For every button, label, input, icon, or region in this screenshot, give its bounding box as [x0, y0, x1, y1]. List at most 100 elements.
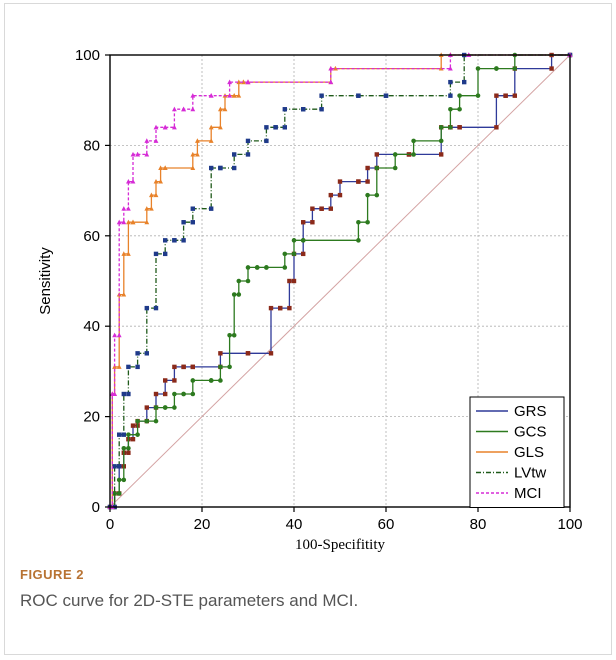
data-point — [116, 219, 122, 225]
data-point — [374, 152, 379, 157]
data-point — [319, 107, 324, 112]
data-point — [126, 432, 131, 437]
data-point — [144, 206, 150, 211]
data-point — [209, 165, 214, 171]
data-point — [130, 437, 136, 442]
data-point — [227, 364, 232, 370]
data-point — [328, 79, 334, 85]
data-point — [231, 332, 237, 338]
data-point — [130, 219, 136, 225]
data-point — [121, 391, 126, 397]
ticks: 0 20 40 60 80 100 0 20 40 60 80 100 — [75, 47, 583, 533]
data-point — [268, 305, 274, 311]
data-point — [162, 405, 168, 410]
data-point — [112, 464, 117, 469]
data-point — [232, 152, 237, 157]
series-mci — [107, 52, 573, 509]
data-point — [494, 66, 499, 71]
data-point — [264, 125, 269, 130]
data-point — [126, 450, 131, 455]
data-point — [190, 151, 196, 157]
data-point — [121, 291, 127, 297]
figure-label: FIGURE 2 — [20, 567, 84, 582]
data-point — [130, 423, 136, 428]
data-point — [291, 251, 297, 257]
data-point — [438, 138, 444, 144]
data-point — [116, 491, 122, 496]
data-point — [195, 138, 200, 143]
data-point — [121, 445, 127, 451]
y-tick-label: 60 — [83, 228, 100, 245]
data-point — [163, 378, 168, 383]
data-point — [135, 364, 140, 370]
data-point — [365, 165, 370, 171]
data-point — [190, 106, 196, 112]
data-point — [319, 93, 324, 98]
plot-frame — [109, 54, 571, 508]
data-point — [328, 65, 334, 71]
data-point — [231, 292, 237, 297]
data-point — [172, 238, 177, 243]
data-point — [356, 219, 361, 225]
data-point — [218, 364, 223, 370]
data-point — [126, 445, 131, 451]
data-point — [222, 106, 228, 112]
data-point — [190, 165, 196, 170]
data-point — [130, 178, 136, 184]
data-point — [236, 79, 242, 85]
data-point — [218, 124, 223, 130]
data-point — [337, 192, 343, 198]
data-point — [144, 151, 150, 157]
data-point — [126, 206, 131, 211]
data-point — [172, 124, 177, 130]
data-point — [208, 124, 214, 130]
data-point — [135, 151, 140, 157]
y-tick-label: 40 — [83, 318, 100, 335]
data-point — [494, 125, 499, 130]
data-point — [328, 206, 333, 211]
data-point — [231, 93, 237, 98]
legend-label: MCI — [514, 485, 542, 502]
data-point — [245, 265, 251, 270]
data-point — [153, 305, 159, 311]
legend-label: LVtw — [514, 465, 546, 482]
data-point — [457, 93, 462, 98]
data-point — [392, 152, 398, 157]
data-point — [172, 106, 177, 112]
data-point — [300, 238, 306, 243]
y-tick-label: 100 — [75, 47, 100, 64]
data-point — [144, 418, 150, 424]
data-point — [163, 391, 168, 397]
data-point — [190, 93, 196, 98]
y-tick-label: 0 — [92, 499, 100, 516]
data-point — [512, 66, 518, 71]
data-point — [181, 106, 186, 112]
data-point — [310, 220, 315, 225]
data-point — [153, 178, 159, 184]
data-point — [153, 391, 159, 397]
data-point — [153, 124, 159, 130]
x-tick-label: 20 — [194, 516, 211, 533]
data-point — [162, 124, 168, 130]
data-point — [227, 93, 232, 98]
data-point — [264, 138, 269, 144]
data-point — [135, 351, 140, 356]
data-point — [494, 93, 499, 98]
data-point — [310, 206, 315, 211]
x-tick-label: 100 — [557, 516, 582, 533]
data-point — [153, 405, 159, 410]
data-point — [282, 107, 287, 112]
data-point — [245, 79, 251, 85]
data-point — [190, 220, 195, 225]
data-point — [245, 152, 251, 157]
data-point — [218, 106, 223, 112]
x-tick-label: 60 — [378, 516, 395, 533]
data-point — [236, 292, 242, 297]
data-point — [287, 305, 292, 311]
data-point — [195, 151, 200, 157]
data-point — [190, 364, 195, 370]
data-point — [245, 351, 251, 356]
data-point — [126, 178, 131, 184]
data-point — [282, 125, 287, 130]
data-point — [190, 378, 196, 383]
